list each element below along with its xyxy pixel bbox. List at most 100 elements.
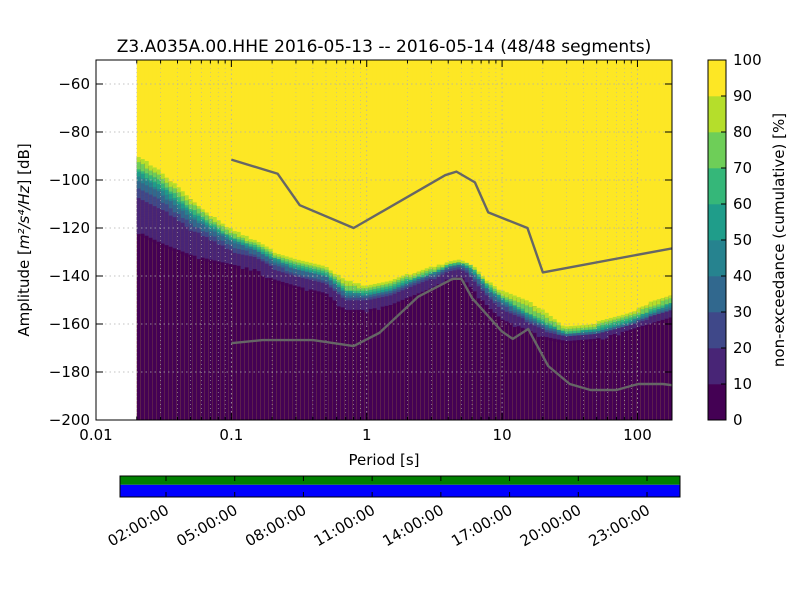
psd-column-base	[136, 157, 142, 420]
psd-cell	[156, 227, 162, 230]
psd-cell	[328, 296, 334, 300]
psd-cell	[288, 276, 294, 280]
psd-column-yellow	[472, 60, 478, 420]
psd-cell	[164, 211, 170, 214]
psd-cell	[140, 219, 146, 222]
psd-cell	[364, 304, 370, 308]
psd-column-yellow	[656, 60, 662, 420]
psd-cell	[228, 239, 234, 243]
psd-cell	[520, 298, 526, 302]
psd-cell	[148, 177, 154, 181]
psd-cell	[540, 335, 546, 339]
psd-cell	[296, 279, 302, 282]
psd-cell	[180, 220, 186, 223]
psd-cell	[172, 226, 178, 230]
psd-cell	[136, 159, 142, 163]
psd-cell	[188, 218, 194, 222]
psd-cell	[176, 247, 182, 250]
x-tick-label: 0.01	[79, 426, 112, 444]
psd-cell	[160, 173, 166, 177]
psd-cell	[268, 275, 274, 278]
psd-cell	[364, 309, 370, 313]
psd-column-base	[140, 160, 146, 420]
psd-cell	[212, 250, 218, 254]
psd-cell	[408, 279, 414, 283]
psd-cell	[140, 221, 146, 225]
psd-cell	[304, 276, 310, 279]
psd-cell	[464, 267, 470, 271]
psd-cell	[540, 309, 546, 313]
psd-cell	[168, 181, 174, 185]
psd-cell	[324, 267, 330, 270]
psd-cell	[436, 276, 442, 280]
psd-cell	[416, 278, 422, 282]
psd-cell	[308, 269, 314, 273]
psd-cell	[152, 205, 158, 209]
psd-cell	[348, 295, 354, 298]
psd-column-base	[476, 273, 482, 420]
psd-cell	[464, 282, 470, 285]
psd-cell	[340, 295, 346, 298]
psd-column-base	[524, 300, 530, 420]
psd-cell	[340, 304, 346, 308]
psd-column-base	[384, 283, 390, 420]
psd-column-yellow	[288, 60, 294, 420]
psd-cell	[164, 235, 170, 238]
psd-cell	[324, 293, 330, 297]
psd-cell	[384, 305, 390, 309]
y-tick-label: −60	[58, 75, 90, 93]
psd-cell	[352, 300, 358, 303]
psd-cell	[300, 282, 306, 286]
psd-cell	[160, 185, 166, 189]
psd-cell	[184, 209, 190, 213]
psd-cell	[160, 209, 166, 213]
psd-cell	[504, 309, 510, 312]
psd-cell	[576, 335, 582, 338]
psd-cell	[152, 181, 158, 185]
psd-cell	[396, 298, 402, 302]
psd-cell	[472, 271, 478, 275]
psd-cell	[464, 272, 470, 276]
psd-column-yellow	[412, 60, 418, 420]
psd-cell	[668, 305, 672, 308]
psd-cell	[336, 279, 342, 283]
psd-cell	[208, 223, 214, 226]
psd-cell	[468, 272, 474, 275]
psd-cell	[136, 229, 142, 232]
psd-cell	[652, 310, 658, 313]
psd-cell	[464, 277, 470, 280]
psd-cell	[144, 165, 150, 169]
psd-cell	[284, 268, 290, 272]
psd-cell	[384, 303, 390, 306]
psd-cell	[148, 196, 154, 200]
psd-cell	[192, 224, 198, 227]
psd-cell	[500, 300, 506, 303]
psd-cell	[144, 175, 150, 179]
psd-column-base	[280, 256, 286, 420]
psd-cell	[320, 289, 326, 293]
psd-cell	[284, 273, 290, 276]
psd-cell	[172, 231, 178, 234]
psd-cell	[532, 332, 538, 336]
psd-cell	[252, 261, 258, 265]
y-axis-label: Amplitude [m²/s⁴/Hz] [dB]	[15, 143, 33, 336]
psd-column-base	[572, 327, 578, 420]
psd-cell	[220, 233, 226, 236]
psd-cell	[140, 185, 146, 189]
psd-cell	[148, 213, 154, 217]
psd-cell	[168, 220, 174, 223]
psd-cell	[236, 246, 242, 249]
noise-models	[231, 158, 672, 392]
psd-column-base	[464, 264, 470, 420]
coverage-tick-label: 11:00:00	[311, 501, 378, 550]
psd-cell	[144, 201, 150, 205]
colorbar-segment	[708, 348, 726, 385]
psd-cell	[156, 205, 162, 209]
psd-cell	[376, 285, 382, 289]
psd-cell	[276, 263, 282, 267]
psd-cell	[308, 286, 314, 290]
psd-cell	[180, 203, 186, 206]
psd-cell	[484, 295, 490, 298]
psd-cell	[656, 304, 662, 307]
psd-cell	[432, 278, 438, 282]
